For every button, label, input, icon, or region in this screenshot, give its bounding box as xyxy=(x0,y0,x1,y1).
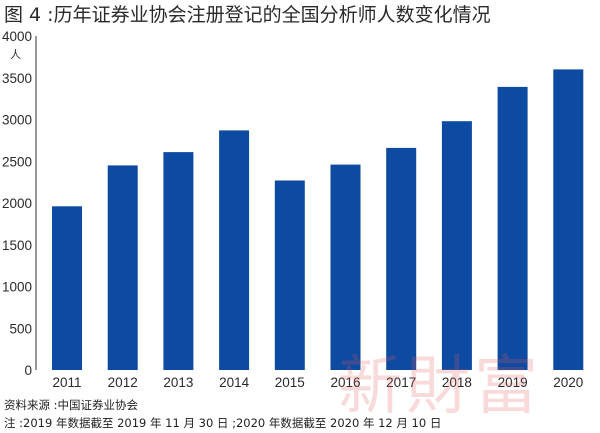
footnote: 注 :2019 年数据截至 2019 年 11 月 30 日 ;2020 年数据… xyxy=(4,416,442,430)
y-tick-label-4000: 4000 xyxy=(2,29,32,44)
bar-2020 xyxy=(553,69,584,371)
x-tick-label-2019: 2019 xyxy=(498,375,528,390)
bar-2019 xyxy=(497,86,528,371)
bar-2013 xyxy=(163,152,194,370)
x-tick-label-2018: 2018 xyxy=(442,375,472,390)
bar-2015 xyxy=(274,180,305,370)
bar-2018 xyxy=(441,121,472,370)
bar-2016 xyxy=(330,164,361,370)
bar-2017 xyxy=(386,147,417,370)
bar-2011 xyxy=(52,206,82,370)
watermark-logo: 新財富 xyxy=(338,350,542,424)
y-axis-tick-labels: 0 500 1000 1500 2000 2500 3000 3500 4000 xyxy=(2,29,32,378)
chart-title: 图 4 :历年证券业协会注册登记的全国分析师人数变化情况 xyxy=(4,4,491,26)
y-tick-label-1000: 1000 xyxy=(2,280,32,295)
y-tick-label-2500: 2500 xyxy=(2,154,32,169)
y-tick-label-2000: 2000 xyxy=(2,196,32,211)
x-tick-label-2015: 2015 xyxy=(275,375,305,390)
bars xyxy=(52,69,584,371)
x-tick-label-2013: 2013 xyxy=(163,375,193,390)
y-tick-label-3500: 3500 xyxy=(2,71,32,86)
x-tick-label-2014: 2014 xyxy=(219,375,250,390)
source-note: 资料来源 :中国证券业协会 xyxy=(4,398,139,412)
x-tick-label-2020: 2020 xyxy=(553,375,583,390)
x-axis-tick-labels: 2011 2012 2013 2014 2015 2016 2017 2018 2019 2020 xyxy=(52,375,583,390)
x-tick-label-2011: 2011 xyxy=(52,375,81,390)
x-tick-label-2017: 2017 xyxy=(386,375,416,390)
y-tick-label-3000: 3000 xyxy=(2,113,32,128)
bar-2014 xyxy=(219,130,250,370)
bar-2012 xyxy=(107,165,138,370)
y-tick-label-0: 0 xyxy=(24,363,32,378)
y-tick-label-1500: 1500 xyxy=(2,238,32,253)
x-tick-label-2016: 2016 xyxy=(330,375,360,390)
y-axis-unit-label: 人 xyxy=(10,48,21,61)
y-tick-label-500: 500 xyxy=(9,321,32,336)
x-tick-label-2012: 2012 xyxy=(108,375,138,390)
